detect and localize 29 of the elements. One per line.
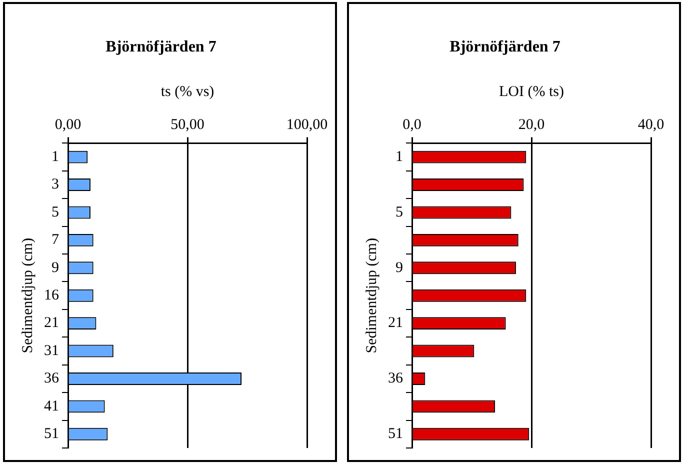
y-tick-label: 51 bbox=[388, 426, 403, 442]
x-tick-label: 0,00 bbox=[54, 117, 82, 134]
y-tick-label: 16 bbox=[44, 288, 60, 304]
y-tick-label: 31 bbox=[44, 342, 59, 359]
x-axis-title: ts (% vs) bbox=[160, 84, 214, 100]
x-tick-label: 40,0 bbox=[638, 117, 664, 134]
x-tick-label: 20,0 bbox=[518, 117, 545, 134]
chart-title: Björnöfjärden 7 bbox=[106, 38, 216, 56]
x-tick-label: 100,00 bbox=[286, 117, 328, 134]
y-tick-label: 36 bbox=[44, 370, 60, 387]
y-tick-label: 9 bbox=[396, 260, 403, 276]
y-tick-label: 5 bbox=[52, 204, 59, 220]
y-tick-label: 1 bbox=[52, 148, 59, 165]
y-tick-label: 21 bbox=[44, 315, 59, 332]
y-tick-label: 9 bbox=[52, 260, 59, 276]
y-tick-label: 51 bbox=[44, 426, 59, 442]
y-tick-label: 1 bbox=[396, 148, 403, 165]
y-tick-label: 21 bbox=[388, 315, 403, 332]
chart-title: Björnöfjärden 7 bbox=[450, 38, 560, 56]
x-axis-title: LOI (% ts) bbox=[499, 84, 564, 100]
y-axis-title: Sedimentdjup (cm) bbox=[364, 238, 380, 354]
y-tick-label: 36 bbox=[388, 370, 404, 387]
y-tick-label: 5 bbox=[396, 204, 403, 220]
y-axis-title: Sedimentdjup (cm) bbox=[20, 238, 36, 354]
x-tick-label: 50,00 bbox=[170, 117, 204, 134]
y-tick-label: 41 bbox=[44, 398, 59, 414]
y-tick-label: 3 bbox=[52, 176, 59, 193]
y-tick-label: 7 bbox=[52, 232, 60, 248]
x-tick-label: 0,0 bbox=[402, 117, 422, 134]
